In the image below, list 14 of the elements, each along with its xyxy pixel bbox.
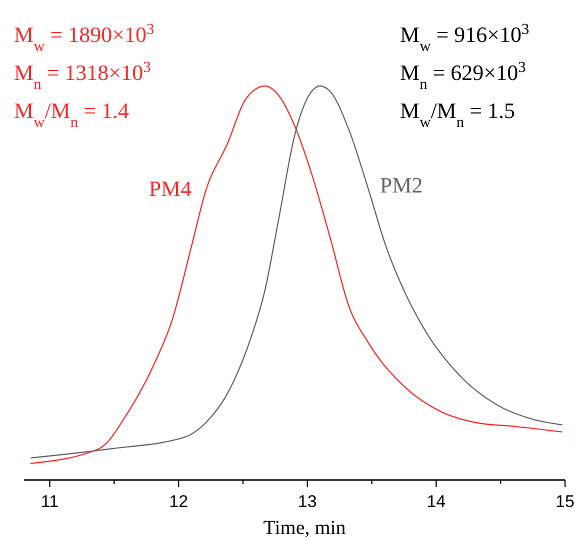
x-tick-label: 13 bbox=[298, 492, 317, 511]
x-axis-title: Time, min bbox=[263, 517, 346, 539]
text: M$_{w}$ = 916×10$^{3}$ bbox=[400, 20, 530, 54]
annotation: M$_{w}$/M$_{n}$ = 1.5 bbox=[400, 98, 515, 130]
annotation: M$_{w}$/M$_{n}$ = 1.4 bbox=[14, 98, 129, 130]
series-label: PM4 bbox=[148, 176, 192, 202]
x-tick-label: 14 bbox=[426, 492, 446, 511]
series-label: PM2 bbox=[380, 172, 423, 198]
annotation: M$_{n}$ = 1318×10$^{3}$ bbox=[14, 58, 152, 92]
x-tick-label: 12 bbox=[169, 492, 188, 511]
annotation: M$_{n}$ = 629×10$^{3}$ bbox=[400, 58, 526, 92]
x-tick-label: 11 bbox=[40, 492, 59, 511]
text: M$_{w}$ = 1890×10$^{3}$ bbox=[14, 20, 155, 54]
x-tick-label: 15 bbox=[556, 492, 574, 511]
